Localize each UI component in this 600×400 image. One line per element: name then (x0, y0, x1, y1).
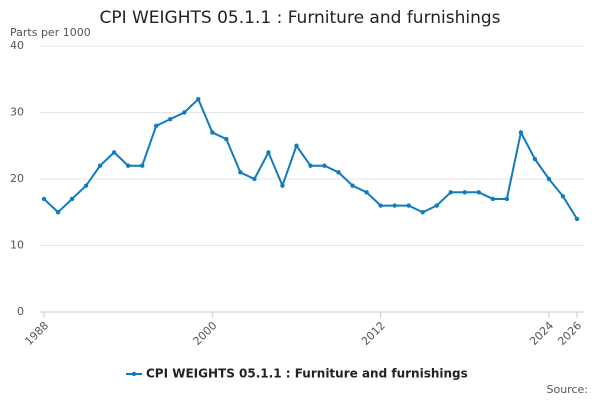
x-tick-label: 2012 (359, 319, 388, 348)
data-point (69, 196, 75, 202)
data-point (280, 183, 285, 188)
data-point (476, 190, 482, 195)
chart-title: CPI WEIGHTS 05.1.1 : Furniture and furni… (99, 8, 500, 28)
series-line (43, 97, 578, 220)
data-point (224, 136, 229, 142)
data-point (350, 183, 355, 188)
data-point (41, 196, 47, 202)
x-tick-label: 2026 (555, 319, 584, 348)
data-point (560, 194, 566, 199)
x-tick-label: 2000 (191, 319, 220, 348)
data-point (182, 110, 187, 115)
data-point (97, 163, 103, 168)
data-point (308, 163, 313, 168)
data-point (294, 143, 299, 148)
data-point (448, 190, 453, 195)
data-point (518, 130, 524, 135)
data-point (532, 156, 538, 162)
data-point (266, 150, 271, 155)
data-point (420, 210, 425, 215)
data-point (378, 203, 383, 208)
data-point (238, 170, 243, 175)
data-point (252, 176, 257, 182)
data-point (196, 97, 201, 102)
legend-marker (131, 371, 137, 377)
y-tick-label: 40 (10, 39, 24, 52)
data-point (322, 163, 327, 168)
data-point (139, 163, 145, 168)
data-point (504, 196, 510, 202)
data-point (434, 203, 439, 208)
data-point (490, 196, 496, 202)
y-axis-label: Parts per 1000 (10, 26, 91, 39)
y-tick-label: 0 (17, 305, 24, 318)
data-point (462, 190, 467, 195)
legend-label: CPI WEIGHTS 05.1.1 : Furniture and furni… (146, 367, 468, 381)
data-point (336, 170, 341, 175)
data-point (210, 130, 215, 135)
data-point (154, 123, 159, 128)
data-point (364, 190, 369, 195)
x-tick-label: 2024 (527, 319, 556, 348)
y-tick-label: 10 (10, 239, 24, 252)
data-point (125, 163, 131, 168)
source: Source: (547, 383, 589, 396)
data-point (406, 203, 411, 208)
y-tick-label: 20 (10, 172, 24, 185)
data-point (392, 203, 397, 208)
data-point (111, 150, 117, 155)
x-tick-label: 1988 (22, 319, 51, 348)
data-point (83, 183, 89, 188)
y-tick-label: 30 (10, 106, 24, 119)
data-point (546, 176, 552, 182)
data-point (574, 216, 580, 222)
data-point (168, 116, 173, 122)
data-point (55, 210, 61, 215)
